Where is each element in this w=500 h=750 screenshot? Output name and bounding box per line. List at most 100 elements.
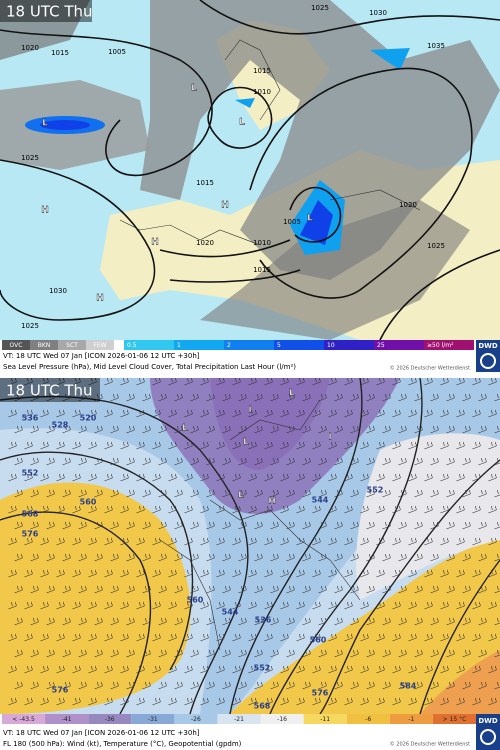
wind-barb xyxy=(142,489,151,498)
wind-barb xyxy=(222,457,231,466)
wind-barb xyxy=(56,601,65,610)
wind-barb xyxy=(446,681,455,690)
wind-barb xyxy=(104,569,113,578)
wind-barb xyxy=(424,537,433,546)
wind-barb xyxy=(120,378,129,386)
wind-barb xyxy=(280,633,289,642)
wind-barb xyxy=(126,521,135,530)
wind-barb xyxy=(328,409,337,418)
wind-barb xyxy=(232,601,241,610)
wind-barb xyxy=(344,378,353,386)
wind-barb xyxy=(126,425,135,434)
wind-barb xyxy=(360,569,369,578)
wind-barb xyxy=(104,505,113,514)
wind-barb xyxy=(334,617,343,626)
cloud-cover xyxy=(200,200,470,340)
wind-barb xyxy=(46,617,55,626)
wind-barb xyxy=(152,505,161,514)
geopotential-label: 552 xyxy=(254,664,271,673)
geopotential-label: 560 xyxy=(187,596,204,605)
wind-barb xyxy=(366,617,375,626)
wind-barb xyxy=(216,633,225,642)
wind-barb xyxy=(8,633,17,642)
isobar-label: 1015 xyxy=(51,49,69,57)
wind-barb xyxy=(430,393,439,402)
wind-barb xyxy=(440,665,449,674)
wind-barb xyxy=(184,633,193,642)
wind-barb xyxy=(376,441,385,450)
wind-barb xyxy=(360,601,369,610)
wind-barb xyxy=(462,457,471,466)
wind-barb xyxy=(414,425,423,434)
wind-barb xyxy=(184,537,193,546)
wind-barb xyxy=(174,681,183,690)
wind-barb xyxy=(78,553,87,562)
legend-label: 2 xyxy=(227,342,231,349)
legend-swatch xyxy=(2,340,30,350)
wind-barb xyxy=(184,473,193,482)
wind-barb xyxy=(136,633,145,642)
wind-barb xyxy=(126,553,135,562)
pressure-center: L xyxy=(42,119,48,129)
wind-barb xyxy=(62,521,71,530)
wind-barb xyxy=(94,521,103,530)
wind-barb xyxy=(414,393,423,402)
wind-barb xyxy=(232,505,241,514)
legend-label: -36 xyxy=(105,716,115,723)
wind-barb xyxy=(184,505,193,514)
wind-barb xyxy=(78,393,87,402)
wind-barb xyxy=(136,665,145,674)
wind-barb xyxy=(264,378,273,386)
wind-barb xyxy=(366,489,375,498)
copyright: © 2026 Deutscher Wetterdienst xyxy=(390,365,470,372)
legend-label: -31 xyxy=(148,716,158,723)
wind-barb xyxy=(446,553,455,562)
logo-icon xyxy=(480,729,496,745)
wind-barb xyxy=(110,553,119,562)
wind-barb xyxy=(312,601,321,610)
legend-swatch xyxy=(217,714,261,724)
wind-barb xyxy=(120,601,129,610)
wind-barb xyxy=(302,489,311,498)
wind-barb xyxy=(46,553,55,562)
wind-barb xyxy=(254,457,263,466)
logo: DWD xyxy=(478,717,498,725)
wind-barb xyxy=(344,473,353,482)
wind-barb xyxy=(14,681,23,690)
wind-barb xyxy=(424,569,433,578)
title-box xyxy=(0,378,100,402)
wind-barb xyxy=(110,489,119,498)
wind-barb xyxy=(328,441,337,450)
wind-barb xyxy=(376,665,385,674)
wind-barb xyxy=(488,633,497,642)
wind-barb xyxy=(216,441,225,450)
wind-barb xyxy=(232,665,241,674)
legend-label: 10 xyxy=(327,342,335,349)
wind-barb xyxy=(104,441,113,450)
wind-barb xyxy=(248,569,257,578)
isobar-label: 1015 xyxy=(253,266,271,274)
precipitation xyxy=(40,120,90,130)
legend-label: -16 xyxy=(277,716,287,723)
wind-barb xyxy=(126,649,135,658)
wind-barb xyxy=(430,425,439,434)
wind-barb xyxy=(78,425,87,434)
wind-barb xyxy=(318,521,327,530)
wind-barb xyxy=(494,457,500,466)
wind-barb xyxy=(56,633,65,642)
wind-barb xyxy=(392,409,401,418)
wind-barb xyxy=(24,378,33,386)
wind-barb xyxy=(62,649,71,658)
wind-barb xyxy=(488,473,497,482)
wind-barb xyxy=(350,553,359,562)
wind-barb xyxy=(88,409,97,418)
wind-barb xyxy=(462,553,471,562)
wind-barb xyxy=(40,569,49,578)
contour xyxy=(419,559,500,714)
wind-barb xyxy=(200,409,209,418)
wind-barb xyxy=(360,505,369,514)
wind-barb xyxy=(494,553,500,562)
wind-barb xyxy=(232,441,241,450)
wind-barb xyxy=(174,553,183,562)
wind-barb xyxy=(360,441,369,450)
